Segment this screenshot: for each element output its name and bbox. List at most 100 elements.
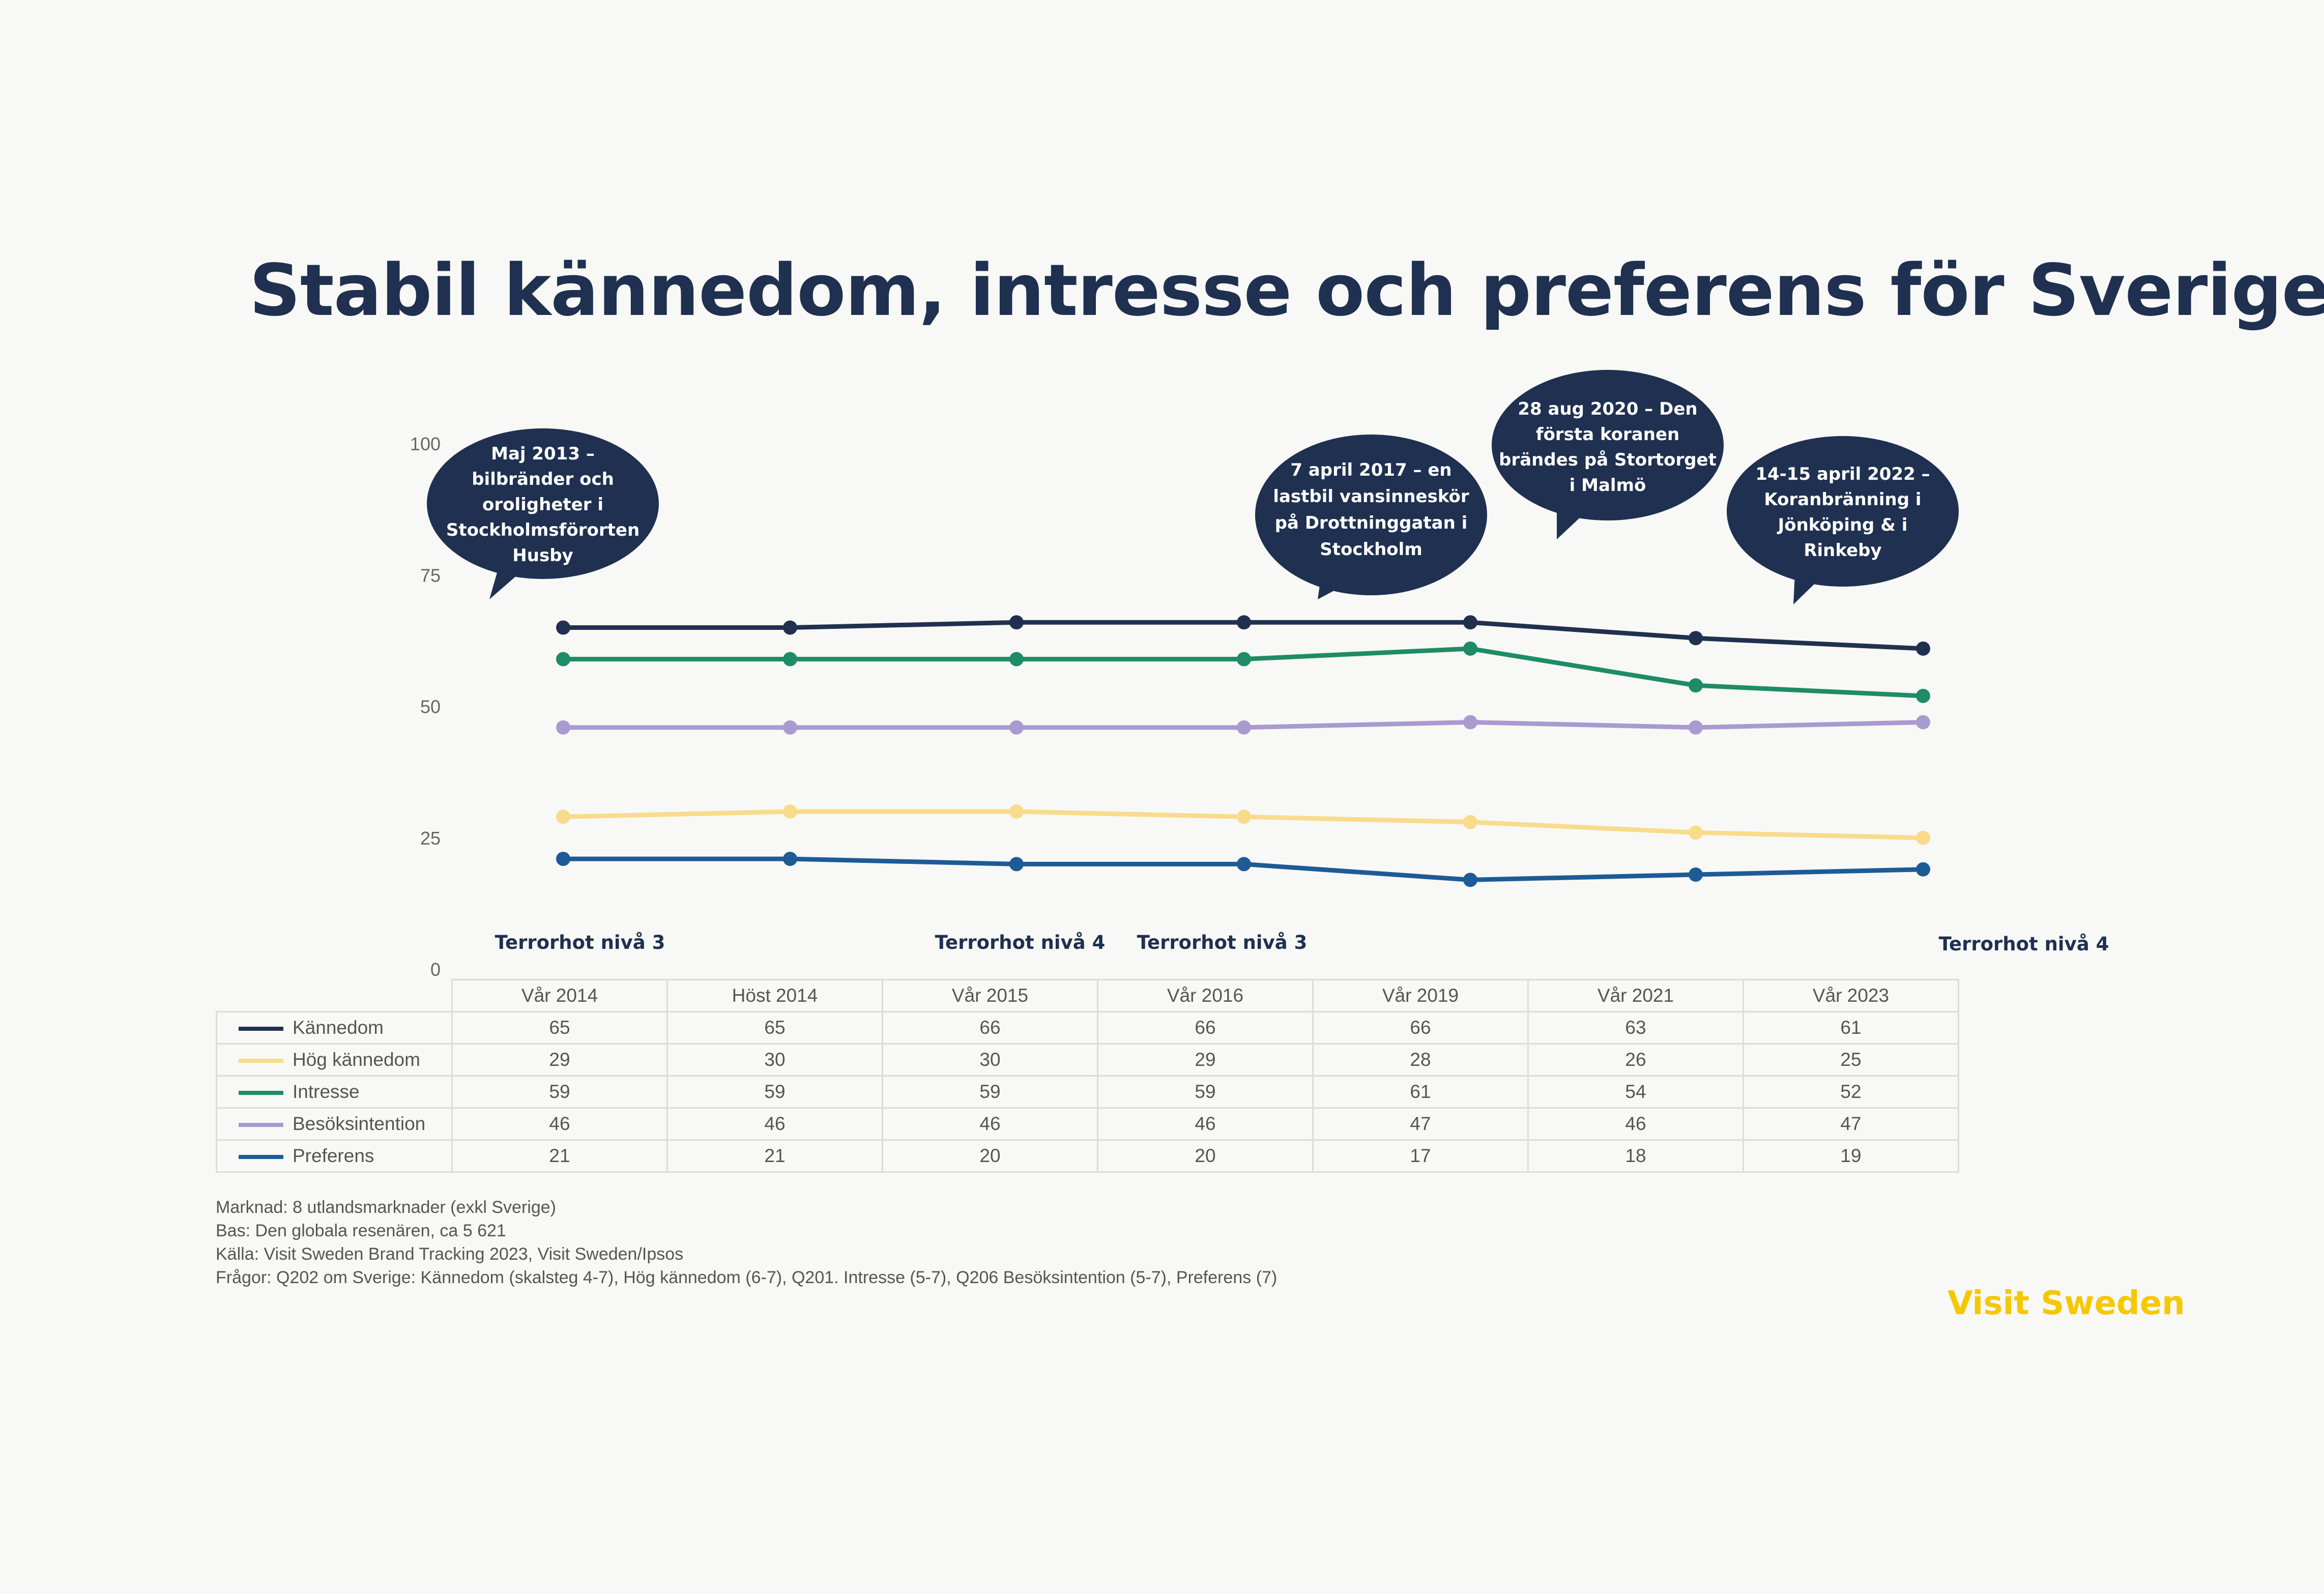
table-cell: 30 — [882, 1043, 1098, 1077]
table-cell: 19 — [1742, 1139, 1959, 1173]
table-cell: 29 — [1097, 1043, 1314, 1077]
terror-level-label: Terrorhot nivå 3 — [495, 932, 665, 953]
annotation-bubble: 14-15 april 2022 – Koranbränning i Jönköpi… — [1727, 436, 1959, 604]
footnote-source: Källa: Visit Sweden Brand Tracking 2023,… — [216, 1244, 684, 1264]
column-header: Höst 2014 — [666, 979, 883, 1012]
footnote-questions: Frågor: Q202 om Sverige: Kännedom (skals… — [216, 1268, 1277, 1287]
table-cell: 46 — [1527, 1107, 1744, 1141]
table-cell: 46 — [451, 1107, 668, 1141]
column-header: Vår 2015 — [882, 979, 1098, 1012]
table-cell: 21 — [451, 1139, 668, 1173]
legend-swatch — [239, 1027, 283, 1031]
table-cell: 47 — [1742, 1107, 1959, 1141]
table-row: Intresse 59 59 59 59 61 54 52 — [216, 1075, 1959, 1109]
bubble-shape — [427, 428, 659, 579]
legend-label: Hög kännedom — [293, 1049, 420, 1070]
legend-swatch — [239, 1091, 283, 1095]
terror-level-label: Terrorhot nivå 3 — [1137, 932, 1308, 953]
chart-series — [556, 615, 1930, 887]
table-cell: 66 — [1312, 1011, 1529, 1045]
table-row: Besöksintention 46 46 46 46 47 46 47 — [216, 1107, 1959, 1141]
data-point — [1237, 809, 1251, 824]
table-cell: 17 — [1312, 1139, 1529, 1173]
terror-level-label: Terrorhot nivå 4 — [935, 932, 1106, 953]
table-cell: 63 — [1527, 1011, 1744, 1045]
data-point — [783, 804, 797, 819]
annotation-text: 28 aug 2020 – Den — [1518, 399, 1697, 419]
table-row: Hög kännedom 29 30 30 29 28 26 25 — [216, 1043, 1959, 1077]
legend-swatch — [239, 1059, 283, 1063]
column-header: Vår 2019 — [1312, 979, 1529, 1012]
bubble-tail — [1318, 565, 1363, 599]
annotation-bubble: Maj 2013 – bilbränder och oroligheter i Sto… — [427, 428, 659, 599]
data-table: Vår 2014 Höst 2014 Vår 2015 Vår 2016 Vår… — [216, 979, 1959, 1173]
table-cell: 54 — [1527, 1075, 1744, 1109]
table-corner — [217, 980, 452, 1012]
footnote-market: Marknad: 8 utlandsmarknader (exkl Sverig… — [216, 1198, 556, 1217]
annotation-text: Koranbränning i — [1764, 489, 1921, 510]
data-point — [1009, 652, 1024, 666]
row-label: Intresse — [216, 1075, 453, 1109]
annotation-text: Rinkeby — [1804, 540, 1881, 561]
table-cell: 26 — [1527, 1043, 1744, 1077]
data-point — [556, 620, 570, 635]
table-cell: 66 — [882, 1011, 1098, 1045]
table-cell: 20 — [1097, 1139, 1314, 1173]
y-tick-label: 75 — [420, 565, 441, 586]
data-point — [556, 720, 570, 735]
table-cell: 46 — [882, 1107, 1098, 1141]
table-cell: 25 — [1742, 1043, 1959, 1077]
legend-swatch — [239, 1155, 283, 1160]
table-cell: 59 — [451, 1075, 668, 1109]
data-point — [1009, 857, 1024, 872]
terror-level-labels: Terrorhot nivå 3 Terrorhot nivå 4 Terrorho… — [495, 932, 2109, 955]
data-point — [1237, 652, 1251, 666]
bubble-tail — [1557, 488, 1597, 539]
data-point — [1916, 715, 1930, 730]
annotation-text: Jönköping & i — [1777, 515, 1908, 535]
visit-sweden-logo: Visit Sweden — [1948, 1285, 2185, 1322]
annotation-text: lastbil vansinneskör — [1273, 486, 1469, 507]
data-point — [1689, 678, 1703, 693]
data-point — [1463, 873, 1477, 887]
data-point — [556, 809, 570, 824]
bubble-tail — [1793, 555, 1832, 604]
column-header: Vår 2021 — [1527, 979, 1744, 1012]
data-point — [783, 652, 797, 666]
annotation-text: bilbränder och — [472, 469, 614, 489]
annotation-text: oroligheter i — [482, 495, 603, 515]
bubble-tail — [489, 549, 529, 599]
data-point — [1689, 631, 1703, 646]
table-cell: 65 — [451, 1011, 668, 1045]
data-point — [783, 852, 797, 866]
table-cell: 46 — [666, 1107, 883, 1141]
column-header: Vår 2016 — [1097, 979, 1314, 1012]
annotation-text: Stockholm — [1320, 539, 1422, 560]
table-row: Kännedom 65 65 66 66 66 63 61 — [216, 1011, 1959, 1045]
bubble-shape — [1492, 370, 1724, 520]
annotation-bubble: 7 april 2017 – en lastbil vansinneskör på … — [1255, 434, 1487, 599]
annotation-text: i Malmö — [1570, 475, 1646, 496]
annotation-text: brändes på Stortorget — [1499, 450, 1717, 470]
annotation-text: 14-15 april 2022 – — [1755, 464, 1930, 484]
data-point — [1463, 715, 1477, 730]
row-label: Hög kännedom — [216, 1043, 453, 1077]
data-point — [1009, 804, 1024, 819]
table-cell: 28 — [1312, 1043, 1529, 1077]
data-point — [783, 720, 797, 735]
data-point — [1237, 615, 1251, 630]
column-header: Vår 2014 — [451, 979, 668, 1012]
page-title: Stabil kännedom, intresse och preferens … — [249, 249, 2324, 332]
data-point — [1463, 641, 1477, 656]
annotation-text: Husby — [512, 545, 573, 566]
table-cell: 30 — [666, 1043, 883, 1077]
bubble-shape — [1727, 436, 1959, 587]
data-point — [556, 652, 570, 666]
data-point — [556, 852, 570, 866]
table-cell: 47 — [1312, 1107, 1529, 1141]
data-point — [1237, 857, 1251, 872]
annotation-bubbles: Maj 2013 – bilbränder och oroligheter i Sto… — [427, 370, 1959, 604]
table-cell: 52 — [1742, 1075, 1959, 1109]
data-point — [1463, 615, 1477, 630]
